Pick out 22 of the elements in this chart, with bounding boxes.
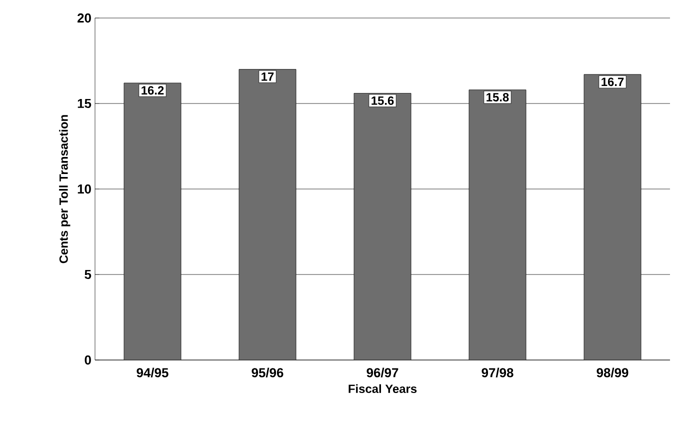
data-label: 16.2 (142, 86, 164, 95)
y-tick-label: 5 (84, 270, 92, 280)
x-tick-label: 96/97 (366, 368, 398, 378)
data-label: 15.8 (486, 93, 509, 102)
y-tick-label: 20 (78, 13, 91, 23)
bar (468, 90, 526, 360)
bar (124, 82, 182, 360)
data-label: 17 (262, 72, 274, 81)
y-tick-label: 15 (78, 98, 92, 108)
x-tick-label: 98/99 (596, 368, 628, 378)
bar (354, 93, 412, 360)
x-tick-label: 95/96 (252, 368, 284, 378)
y-tick-label: 10 (78, 184, 91, 194)
y-axis-title: Cents per Toll Transaction (59, 115, 70, 264)
x-axis-title: Fiscal Years (348, 384, 417, 394)
bar (584, 74, 642, 360)
bar (238, 69, 296, 360)
x-tick-label: 94/95 (136, 368, 168, 378)
data-label: 16.7 (602, 78, 624, 86)
data-label: 15.6 (372, 96, 394, 105)
x-tick-label: 97/98 (482, 368, 514, 378)
y-tick-label: 0 (84, 355, 91, 365)
